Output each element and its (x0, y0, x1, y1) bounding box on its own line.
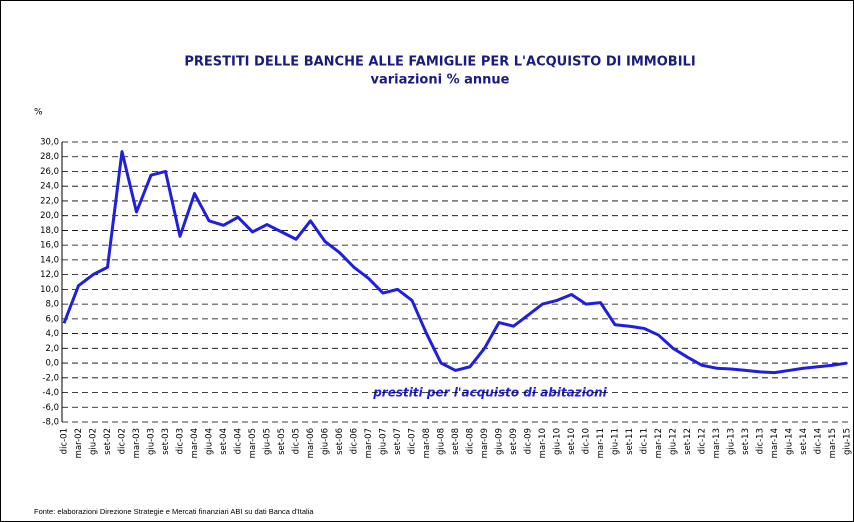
x-tick-label: dic-04 (234, 428, 244, 454)
x-tick-label: dic-01 (60, 428, 70, 454)
x-tick-label: mar-02 (74, 428, 84, 458)
x-tick-label: dic-12 (698, 428, 708, 454)
y-tick-label: 22,0 (40, 196, 59, 206)
x-tick-label: set-03 (161, 428, 171, 455)
x-tick-label: set-02 (103, 428, 113, 455)
x-tick-label: dic-05 (292, 428, 302, 454)
y-tick-label: 14,0 (40, 255, 59, 265)
x-tick-label: set-14 (799, 428, 809, 455)
x-tick-label: mar-03 (132, 428, 142, 458)
x-tick-label: set-12 (683, 428, 693, 455)
y-tick-label: 24,0 (40, 182, 59, 192)
chart-subtitle: variazioni % annue (371, 73, 510, 88)
x-tick-label: giu-08 (437, 428, 447, 455)
x-tick-label: set-11 (625, 428, 635, 455)
x-tick-label: mar-08 (422, 428, 432, 458)
y-tick-label: 20,0 (40, 211, 59, 221)
x-tick-label: mar-13 (712, 428, 722, 458)
x-tick-label: dic-03 (176, 428, 186, 454)
y-tick-label: 10,0 (40, 285, 59, 295)
y-tick-label: -2,0 (42, 373, 59, 383)
x-tick-label: mar-05 (248, 428, 258, 458)
y-tick-label: 16,0 (40, 241, 59, 251)
x-tick-label: giu-07 (379, 428, 389, 455)
x-tick-label: dic-10 (582, 428, 592, 454)
y-tick-label: 30,0 (40, 138, 59, 148)
y-tick-label: 26,0 (40, 167, 59, 177)
x-tick-label: set-07 (393, 428, 403, 455)
x-tick-label: dic-08 (466, 428, 476, 454)
y-axis-label: % (34, 108, 43, 118)
x-tick-label: giu-06 (321, 428, 331, 455)
x-tick-label: set-04 (219, 428, 229, 455)
x-tick-label: mar-09 (480, 428, 490, 458)
x-tick-label: dic-02 (118, 428, 128, 454)
y-tick-label: 2,0 (45, 344, 59, 354)
x-tick-label: giu-13 (727, 428, 737, 455)
x-tick-label: dic-09 (524, 428, 534, 454)
x-tick-label: mar-07 (364, 428, 374, 458)
y-tick-label: 6,0 (45, 314, 59, 324)
data-line (62, 150, 848, 375)
x-tick-label: mar-15 (828, 428, 838, 458)
y-tick-label: 28,0 (40, 152, 59, 162)
x-tick-label: giu-14 (785, 428, 795, 455)
x-tick-label: set-08 (451, 428, 461, 455)
x-tick-label: mar-06 (306, 428, 316, 458)
x-tick-label: set-10 (567, 428, 577, 455)
x-tick-label: set-05 (277, 428, 287, 455)
x-tick-label: giu-12 (669, 428, 679, 455)
x-tick-label: set-13 (741, 428, 751, 455)
chart-title: PRESTITI DELLE BANCHE ALLE FAMIGLIE PER … (184, 55, 695, 70)
x-tick-label: giu-02 (89, 428, 99, 455)
x-tick-label: mar-04 (190, 428, 200, 458)
annotation: prestiti per l'acquisto di abitazioni (372, 386, 607, 400)
y-tick-label: 8,0 (45, 300, 59, 310)
x-tick-label: set-06 (335, 428, 345, 455)
x-tick-label: giu-09 (495, 428, 505, 455)
y-tick-label: -6,0 (42, 403, 59, 413)
source-note: Fonte: elaborazioni Direzione Strategie … (34, 507, 314, 516)
y-tick-label: 12,0 (40, 270, 59, 280)
x-tick-label: mar-10 (538, 428, 548, 458)
x-tick-label: dic-07 (408, 428, 418, 454)
x-tick-label: mar-14 (770, 428, 780, 458)
x-tick-label: giu-15 (843, 428, 853, 455)
y-tick-label: -4,0 (42, 388, 59, 398)
x-tick-label: set-09 (509, 428, 519, 455)
y-tick-label: -8,0 (42, 418, 59, 428)
x-tick-label: dic-06 (350, 428, 360, 454)
x-tick-label: giu-03 (147, 428, 157, 455)
x-tick-label: giu-11 (611, 428, 621, 455)
x-tick-label: giu-10 (553, 428, 563, 455)
x-tick-label: giu-05 (263, 428, 273, 455)
x-tick-label: mar-11 (596, 428, 606, 458)
x-tick-label: dic-13 (756, 428, 766, 454)
x-tick-label: giu-04 (205, 428, 215, 455)
x-tick-label: dic-14 (814, 428, 824, 454)
y-tick-label: 4,0 (45, 329, 59, 339)
x-tick-label: dic-11 (640, 428, 650, 454)
y-tick-label: 0,0 (45, 359, 59, 369)
y-tick-label: 18,0 (40, 226, 59, 236)
x-tick-label: mar-12 (654, 428, 664, 458)
